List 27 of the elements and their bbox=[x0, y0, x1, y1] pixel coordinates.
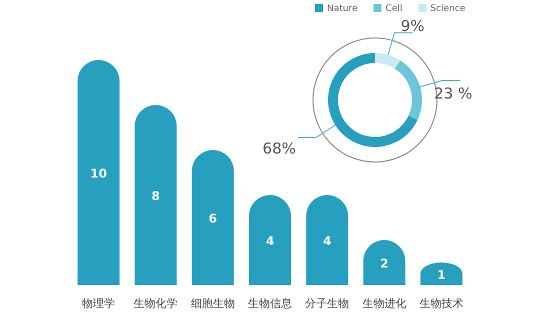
legend-label: Cell bbox=[386, 4, 402, 14]
x-tick-label: 生物信息 bbox=[248, 297, 292, 310]
donut-slice bbox=[328, 53, 418, 147]
x-tick-label: 生物化学 bbox=[134, 297, 178, 310]
donut-slice bbox=[375, 53, 400, 69]
donut-slice bbox=[394, 60, 422, 120]
x-tick-label: 细胞生物 bbox=[190, 297, 235, 310]
data-label: 8 bbox=[152, 189, 160, 203]
data-label: 4 bbox=[322, 234, 332, 248]
legend-label: Science bbox=[430, 4, 466, 14]
bar bbox=[192, 150, 234, 285]
data-label: 6 bbox=[208, 212, 218, 226]
legend-label: Nature bbox=[327, 4, 358, 14]
data-label: 1 bbox=[437, 268, 446, 282]
bar bbox=[134, 105, 177, 285]
data-label: 2 bbox=[380, 256, 388, 270]
bar bbox=[249, 195, 291, 285]
x-tick-label: 物理学 bbox=[82, 297, 116, 310]
x-tick-label: 分子生物 bbox=[305, 297, 350, 310]
bar bbox=[306, 195, 348, 285]
data-label: 68% bbox=[262, 140, 296, 158]
data-label: 4 bbox=[266, 234, 274, 248]
bar bbox=[78, 60, 120, 285]
data-label: 10 bbox=[90, 166, 107, 180]
data-label: 9% bbox=[400, 16, 425, 35]
x-tick-label: 生物技术 bbox=[419, 297, 464, 310]
x-tick-label: 生物进化 bbox=[362, 297, 406, 310]
